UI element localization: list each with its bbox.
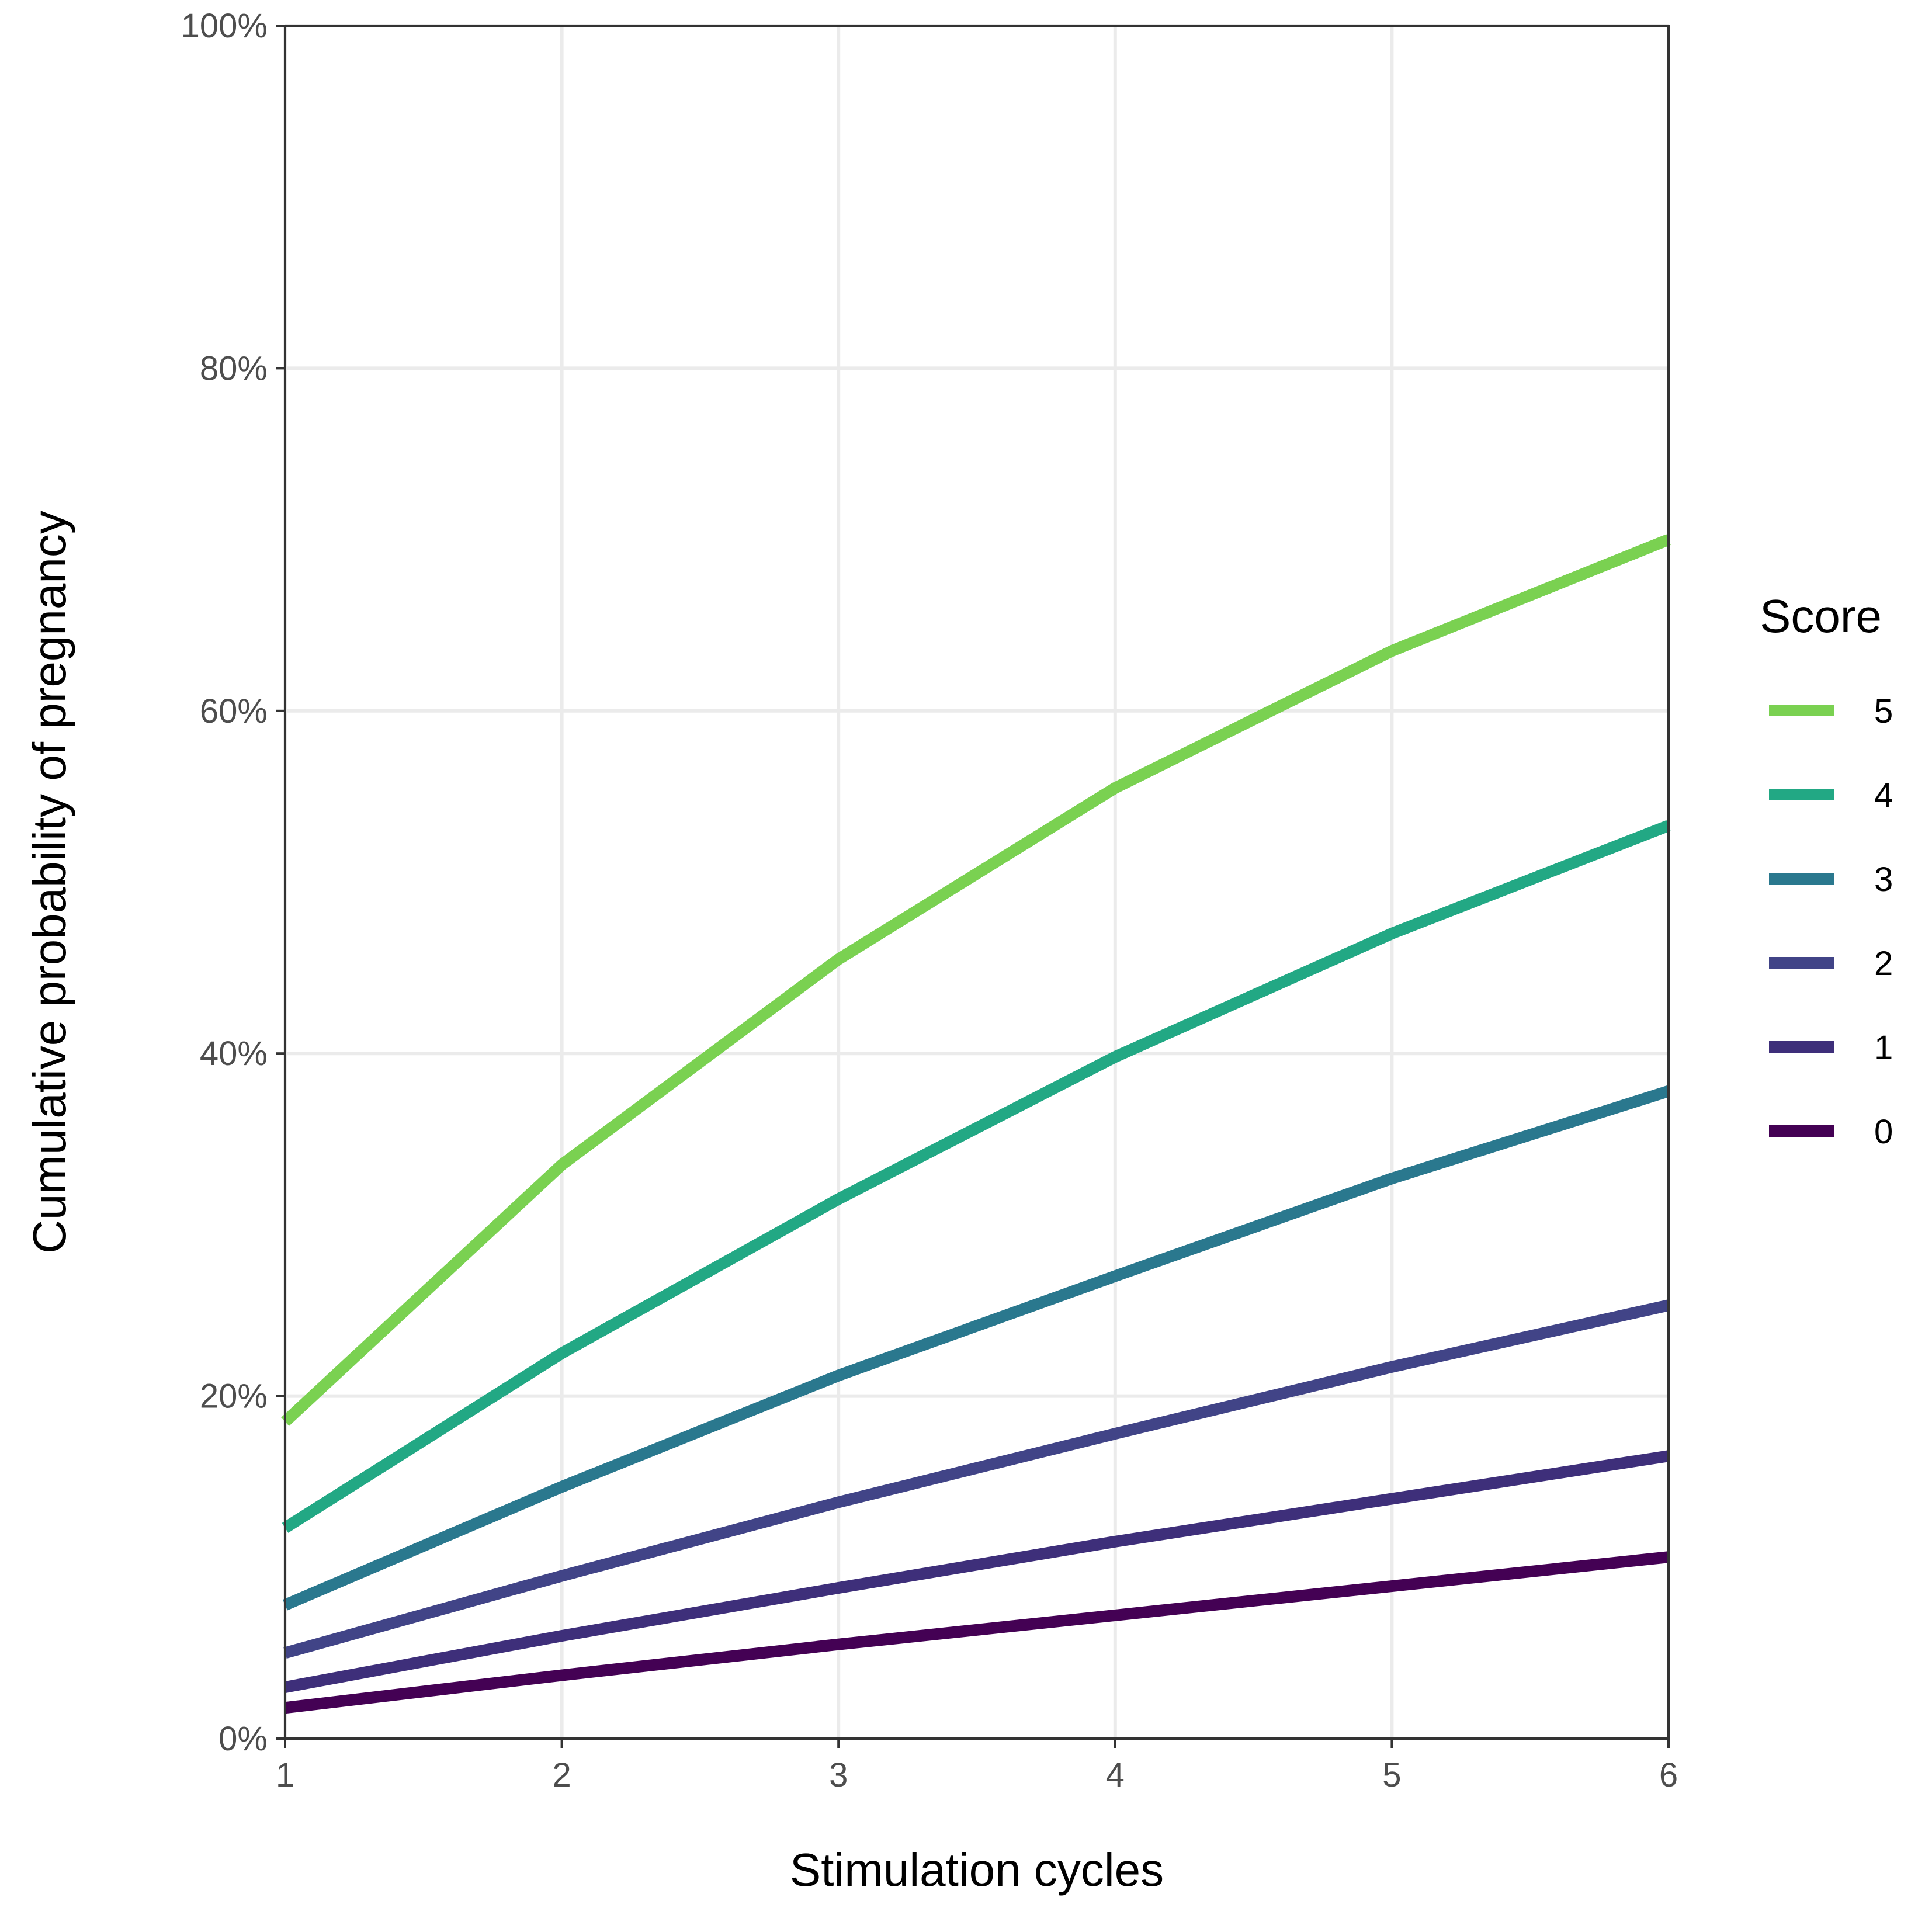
x-tick-label: 4: [1106, 1756, 1125, 1794]
legend: Score 5 4 3 2 1 0: [1760, 590, 1893, 1151]
legend-label-score-1: 1: [1874, 1029, 1893, 1067]
y-axis-title: Cumulative probability of pregnancy: [23, 511, 75, 1254]
plot-frame: [284, 25, 1670, 1740]
series-line-score-0: [284, 1551, 1670, 1714]
y-tick-label: 80%: [200, 349, 268, 387]
y-tick-label: 40%: [200, 1035, 268, 1073]
grid: [283, 24, 1670, 1740]
x-tick-label: 1: [276, 1756, 294, 1794]
y-tick-label: 20%: [200, 1378, 268, 1416]
x-axis-title: Stimulation cycles: [790, 1844, 1164, 1896]
legend-label-score-3: 3: [1874, 861, 1893, 899]
series-lines: [281, 534, 1671, 1714]
y-tick-label: 100%: [181, 7, 268, 45]
x-tick-label: 5: [1382, 1756, 1401, 1794]
legend-label-score-2: 2: [1874, 945, 1893, 983]
legend-label-score-5: 5: [1874, 692, 1893, 730]
x-tick-label: 2: [552, 1756, 571, 1794]
y-tick-label: 0%: [218, 1720, 268, 1758]
x-tick-label: 6: [1659, 1756, 1678, 1794]
axes: [284, 25, 1670, 1740]
series-line-score-5: [281, 534, 1671, 1426]
series-line-score-1: [284, 1450, 1670, 1693]
legend-label-score-4: 4: [1874, 776, 1893, 814]
y-tick-label: 60%: [200, 692, 268, 730]
legend-title: Score: [1760, 590, 1882, 642]
series-line-score-3: [283, 1085, 1671, 1611]
x-tick-label: 3: [829, 1756, 848, 1794]
series-line-score-2: [283, 1299, 1670, 1659]
legend-label-score-0: 0: [1874, 1113, 1893, 1151]
tick-labels: 1 2 3 4 5 60%20%40%60%80%100%: [181, 7, 1678, 1794]
series-line-score-4: [282, 820, 1671, 1533]
